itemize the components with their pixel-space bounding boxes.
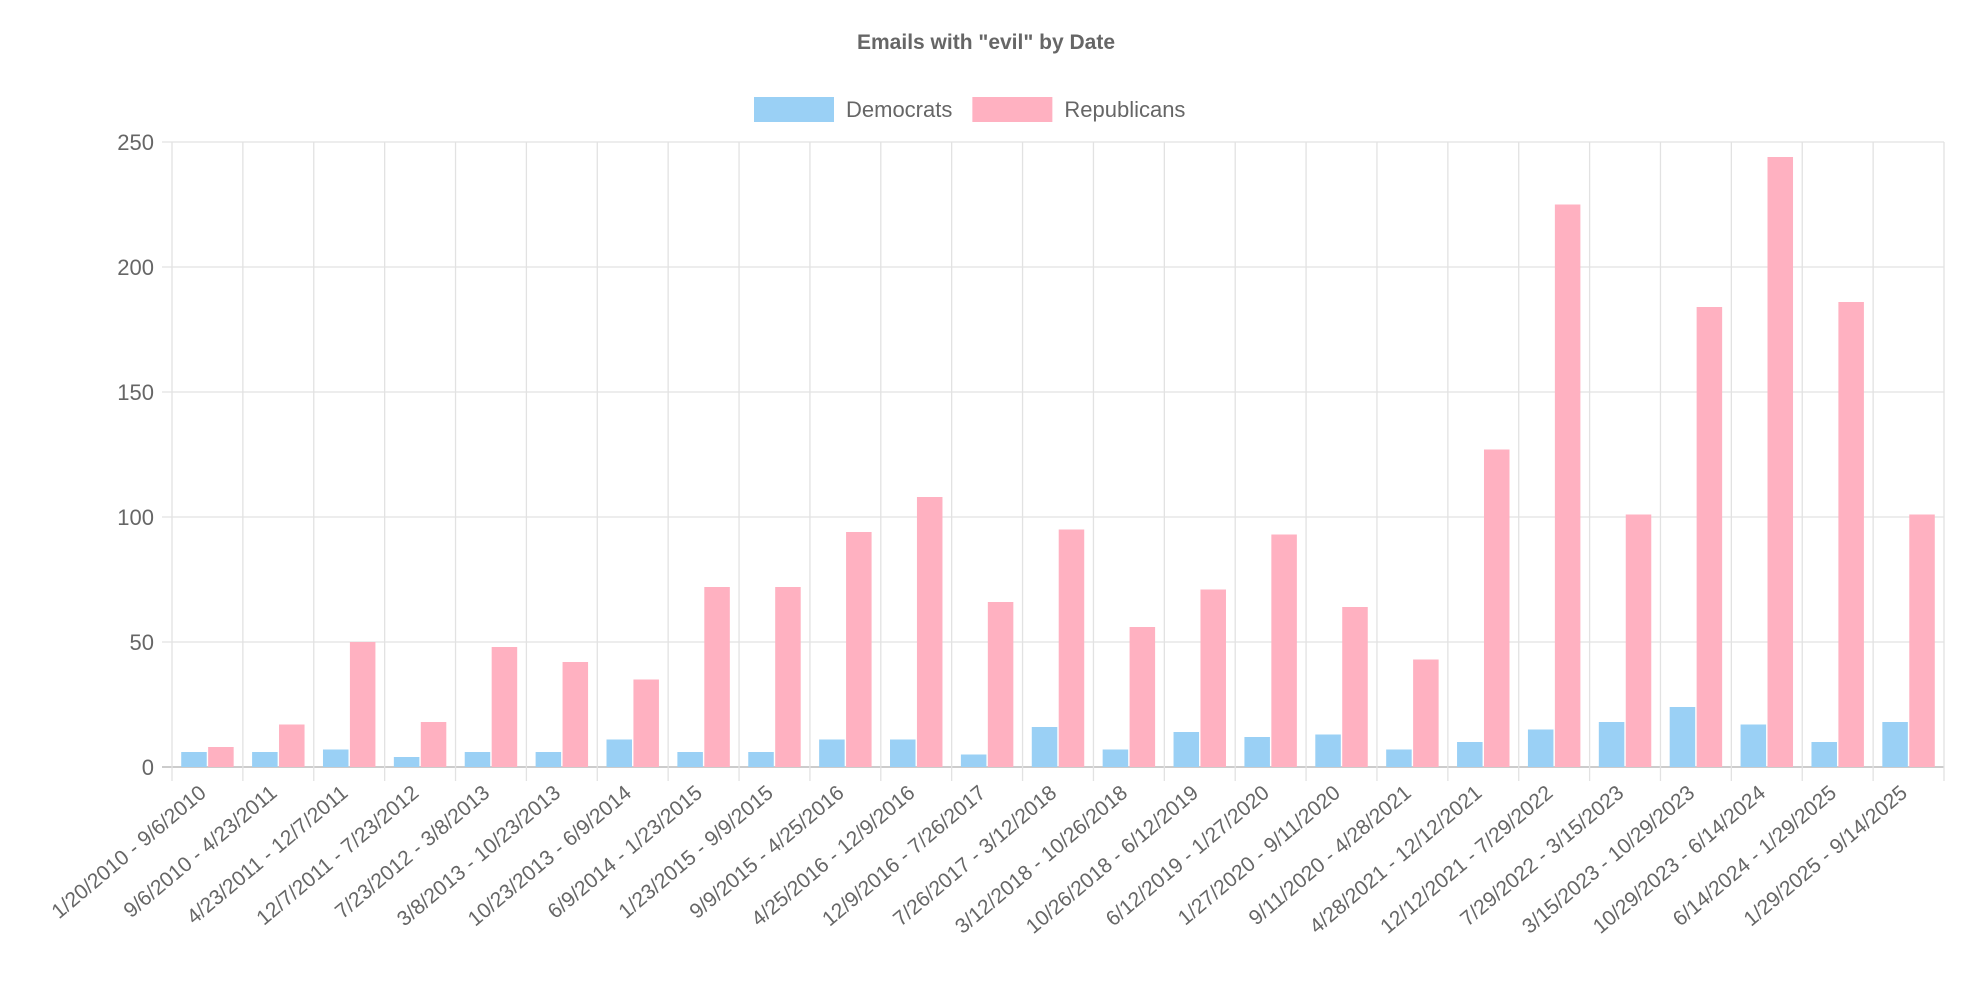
bar-republicans [349, 642, 376, 767]
bar-republicans [491, 647, 518, 767]
y-axis: 0 50 100 150 200 250 [117, 130, 154, 780]
bar-democrats [535, 752, 562, 767]
bar-republicans [279, 724, 305, 767]
bar-republicans [208, 747, 234, 767]
chart-title: Emails with "evil" by Date [857, 31, 1115, 54]
bar-republicans [1413, 659, 1439, 767]
bar-republicans [1129, 627, 1156, 767]
y-tick-label: 0 [142, 755, 154, 780]
bar-democrats [1031, 727, 1058, 767]
bar-republicans [1271, 534, 1297, 767]
bar-republicans [1342, 607, 1368, 767]
bar-democrats [1244, 737, 1270, 767]
bar-democrats [606, 739, 633, 767]
bar-democrats [322, 749, 349, 767]
bar-democrats [748, 752, 774, 767]
bar-democrats [1102, 749, 1129, 767]
bar-democrats [1669, 707, 1696, 767]
bar-democrats [1740, 724, 1767, 767]
bar-republicans [562, 662, 589, 767]
grid [162, 141, 1945, 781]
y-tick-label: 50 [130, 630, 154, 655]
y-tick-label: 200 [117, 255, 154, 280]
bar-democrats [464, 752, 491, 767]
bar-democrats [252, 752, 278, 767]
bar-democrats [890, 739, 916, 767]
bar-republicans [1838, 302, 1864, 767]
bar-democrats [1173, 732, 1200, 767]
bar-republicans [633, 679, 659, 767]
bar-democrats [1527, 729, 1554, 767]
bar-democrats [1386, 749, 1412, 767]
bar-republicans [1200, 589, 1226, 767]
bar-republicans [704, 587, 730, 767]
legend: Democrats Republicans [754, 97, 1185, 122]
bar-republicans [1696, 307, 1723, 767]
y-tick-label: 100 [117, 505, 154, 530]
bar-republicans [1767, 157, 1794, 767]
bar-democrats [393, 757, 420, 767]
y-tick-label: 150 [117, 380, 154, 405]
bar-democrats [1598, 722, 1625, 767]
legend-label-democrats[interactable]: Democrats [846, 97, 952, 122]
bar-republicans [846, 532, 872, 767]
bar-republicans [1483, 449, 1510, 767]
bar-republicans [775, 587, 801, 767]
bars [181, 157, 1935, 767]
bar-republicans [1909, 514, 1935, 767]
bar-democrats [1457, 742, 1483, 767]
legend-swatch-democrats [754, 97, 834, 122]
y-tick-label: 250 [117, 130, 154, 155]
bar-republicans [916, 497, 943, 767]
bar-republicans [1554, 204, 1581, 767]
bar-republicans [1058, 529, 1085, 767]
bar-democrats [677, 752, 703, 767]
bar-republicans [420, 722, 447, 767]
legend-swatch-republicans [972, 97, 1053, 122]
bar-democrats [1315, 734, 1341, 767]
bar-republicans [987, 602, 1014, 767]
bar-democrats [819, 739, 845, 767]
legend-label-republicans[interactable]: Republicans [1064, 97, 1185, 122]
bar-democrats [181, 752, 207, 767]
bar-democrats [1882, 722, 1908, 767]
bar-democrats [1811, 742, 1837, 767]
bar-democrats [960, 754, 987, 767]
bar-republicans [1625, 514, 1652, 767]
